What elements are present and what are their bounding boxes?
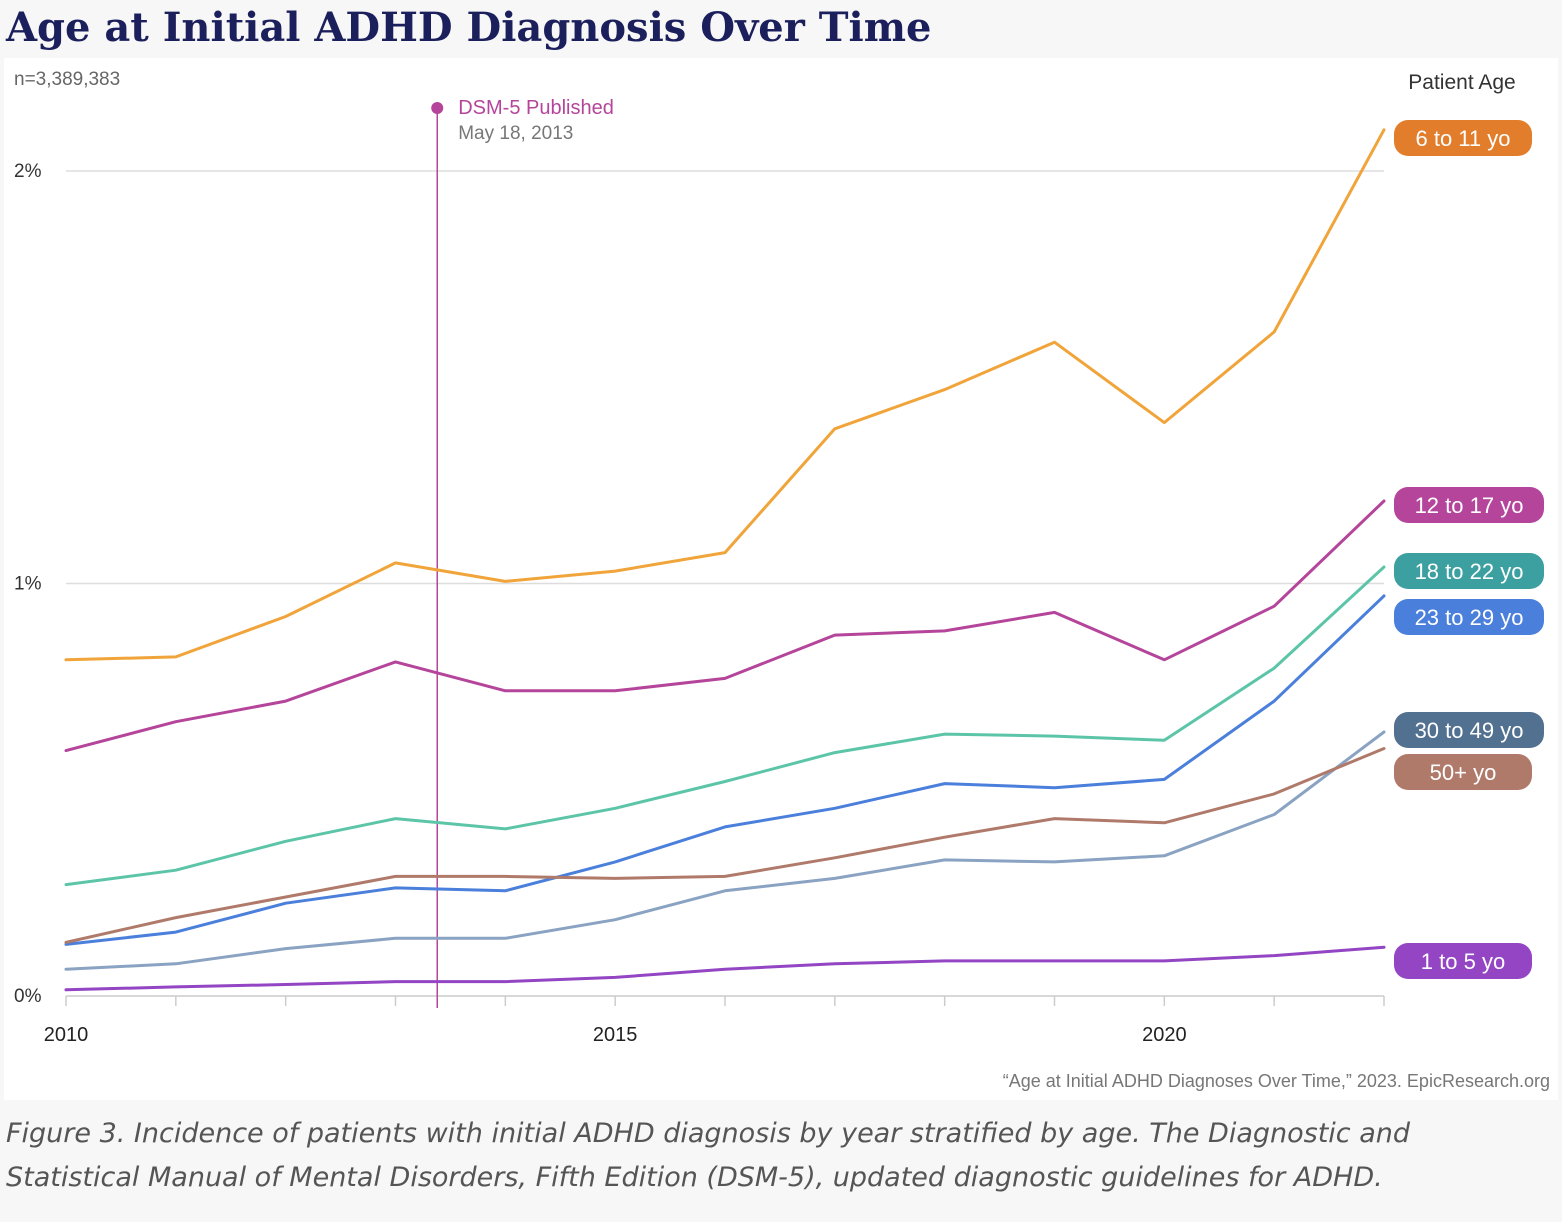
series-label-text: 1 to 5 yo <box>1421 949 1505 974</box>
sample-size-label: n=3,389,383 <box>14 69 120 90</box>
series-label-text: 23 to 29 yo <box>1415 605 1524 630</box>
series-line-6 <box>64 945 1386 992</box>
series-label-pill <box>1394 712 1544 748</box>
annotation-date: May 18, 2013 <box>458 123 573 144</box>
series-label: 1 to 5 yo <box>1394 943 1532 979</box>
x-tick-label: 2015 <box>593 1024 638 1046</box>
x-tick-label: 2020 <box>1142 1024 1187 1046</box>
annotation-layer: DSM-5 Published May 18, 2013 <box>431 97 614 1008</box>
series-line-0 <box>64 128 1386 662</box>
series-label-text: 12 to 17 yo <box>1415 493 1524 518</box>
series-label: 6 to 11 yo <box>1394 120 1532 156</box>
series-label-pill <box>1394 943 1532 979</box>
annotation-marker <box>431 102 444 114</box>
series-line-5 <box>64 747 1386 944</box>
series-label: 18 to 22 yo <box>1394 553 1544 589</box>
series-label-layer: 6 to 11 yo 12 to 17 yo 18 to 22 yo 23 to 29… <box>1394 120 1544 979</box>
y-tick-label: 0% <box>14 986 42 1007</box>
series-label-text: 30 to 49 yo <box>1415 718 1524 743</box>
x-tick-label: 2010 <box>44 1024 89 1046</box>
line-chart: 0% 1% 2% 2010 2015 2020 DSM-5 Published May 18… <box>14 69 1550 1091</box>
series-label-text: 6 to 11 yo <box>1416 126 1511 151</box>
y-tick-label: 2% <box>14 161 42 182</box>
chart-title: Age at Initial ADHD Diagnosis Over Time <box>6 4 932 51</box>
series-line-1 <box>64 499 1386 753</box>
series-label-pill <box>1394 754 1532 790</box>
series-label-pill <box>1394 553 1544 589</box>
series-line-4 <box>64 730 1386 971</box>
series-line-3 <box>64 594 1386 946</box>
series-label-pill <box>1394 120 1532 156</box>
series-layer <box>64 128 1386 992</box>
series-label-text: 50+ yo <box>1430 760 1497 785</box>
legend-title: Patient Age <box>1408 71 1515 94</box>
series-label: 23 to 29 yo <box>1394 599 1544 635</box>
series-label: 30 to 49 yo <box>1394 712 1544 748</box>
chart-panel: 0% 1% 2% 2010 2015 2020 DSM-5 Published May 18… <box>4 58 1558 1100</box>
series-label: 12 to 17 yo <box>1394 487 1544 523</box>
series-line-2 <box>64 565 1386 887</box>
source-credit: “Age at Initial ADHD Diagnoses Over Time… <box>1003 1071 1550 1091</box>
series-label-text: 18 to 22 yo <box>1415 559 1524 584</box>
y-tick-label: 1% <box>14 574 42 595</box>
grid-layer: 0% 1% 2% 2010 2015 2020 <box>14 161 1385 1046</box>
series-label: 50+ yo <box>1394 754 1532 790</box>
series-label-pill <box>1394 599 1544 635</box>
annotation-label: DSM-5 Published <box>458 97 614 119</box>
series-label-pill <box>1394 487 1544 523</box>
figure-caption: Figure 3. Incidence of patients with ini… <box>6 1118 1411 1193</box>
